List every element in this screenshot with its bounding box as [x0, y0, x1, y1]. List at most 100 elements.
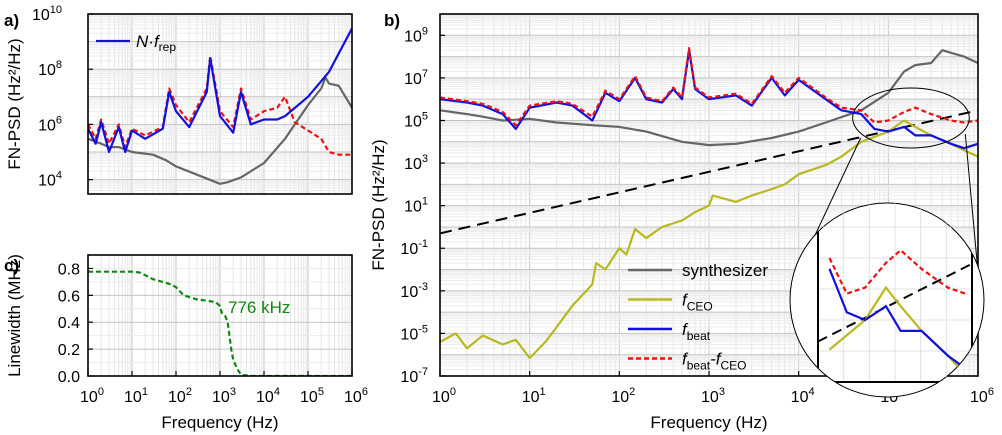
tick-label: 10-5: [400, 323, 428, 343]
panel-letter: c): [4, 256, 19, 275]
inset-reference-line: [817, 262, 973, 343]
tick-exponent: 3: [422, 153, 428, 165]
tick-label: 1010: [32, 4, 62, 24]
series-line-1-0: [440, 49, 978, 147]
tick-base: 10: [344, 389, 362, 406]
tick-label: 109: [404, 25, 428, 45]
inset-frame: [817, 203, 973, 383]
tick-base: 10: [400, 241, 418, 258]
tick-base: 10: [212, 389, 230, 406]
legend-text: f: [682, 291, 689, 310]
tick-base: 10: [522, 389, 540, 406]
tick-base: 10: [256, 389, 274, 406]
tick-base: 10: [400, 369, 418, 386]
tick-exponent: 4: [809, 386, 815, 398]
x-axis-label: Frequency (Hz): [650, 413, 767, 432]
tick-label: 0.2: [58, 342, 80, 359]
tick-base: 10: [38, 173, 56, 190]
tick-exponent: 1: [540, 386, 546, 398]
tick-base: 10: [404, 156, 422, 173]
tick-label: 102: [611, 386, 635, 406]
tick-label: 103: [212, 386, 236, 406]
tick-base: 10: [432, 389, 450, 406]
tick-base: 10: [168, 389, 186, 406]
y-axis-label: Linewidth (MHz): [5, 254, 24, 377]
tick-label: 105: [404, 110, 428, 130]
tick-label: 0.0: [58, 369, 80, 386]
tick-exponent: 3: [719, 386, 725, 398]
legend-text: f: [682, 320, 689, 339]
series-line-0-2: [88, 27, 352, 154]
tick-label: 104: [791, 386, 815, 406]
inset-series-3: [828, 248, 966, 295]
tick-exponent: 6: [988, 386, 994, 398]
inset-connector: [964, 133, 979, 273]
tick-exponent: -7: [418, 366, 428, 378]
tick-label: 107: [404, 68, 428, 88]
tick-exponent: 5: [422, 110, 428, 122]
panel-letter: a): [4, 11, 19, 30]
tick-base: 10: [400, 326, 418, 343]
series-line-1-2: [440, 49, 978, 150]
tick-exponent: 2: [629, 386, 635, 398]
tick-label: 101: [404, 196, 428, 216]
legend-label: fbeat: [682, 320, 711, 343]
tick-exponent: 8: [56, 59, 62, 71]
tick-exponent: 2: [186, 386, 192, 398]
tick-label: 0.6: [58, 288, 80, 305]
legend-subscript: CEO: [687, 300, 713, 314]
y-axis-label: FN-PSD (Hz²/Hz): [5, 38, 24, 169]
tick-base: 10: [300, 389, 318, 406]
tick-label: 103: [404, 153, 428, 173]
tick-label: 10-1: [400, 238, 428, 258]
tick-exponent: 6: [362, 386, 368, 398]
inset-plot: [817, 203, 973, 383]
tick-exponent: 9: [422, 25, 428, 37]
tick-label: 104: [38, 170, 62, 190]
tick-exponent: 7: [422, 68, 428, 80]
tick-label: 100: [80, 386, 104, 406]
tick-label: 101: [522, 386, 546, 406]
tick-label: 102: [168, 386, 192, 406]
tick-label: 106: [970, 386, 994, 406]
inset-magnifier: [789, 87, 985, 398]
series-line-0-0: [88, 76, 352, 185]
tick-base: 10: [404, 199, 422, 216]
tick-exponent: 4: [56, 170, 62, 182]
tick-label: 100: [432, 386, 456, 406]
legend-label: fCEO: [682, 291, 713, 314]
tick-label: 0.8: [58, 261, 80, 278]
legend-text: f: [682, 350, 689, 369]
x-axis-label: Frequency (Hz): [161, 413, 278, 432]
legend-text: synthesizer: [682, 261, 768, 280]
tick-base: 10: [404, 28, 422, 45]
tick-exponent: 1: [422, 196, 428, 208]
tick-label: 0.4: [58, 315, 80, 332]
legend-label: N·frep: [136, 32, 176, 54]
tick-base: 10: [32, 7, 50, 24]
series-line-1-3: [440, 46, 978, 127]
panel-letter: b): [384, 11, 400, 30]
tick-base: 10: [701, 389, 719, 406]
tick-exponent: 10: [50, 4, 62, 16]
legend-subscript: beat: [687, 359, 711, 373]
tick-base: 10: [38, 117, 56, 134]
tick-base: 10: [404, 113, 422, 130]
tick-label: 106: [38, 114, 62, 134]
tick-exponent: -1: [418, 238, 428, 250]
plot-frame: [87, 13, 353, 195]
tick-base: 10: [80, 389, 98, 406]
tick-label: 106: [344, 386, 368, 406]
tick-base: 10: [400, 284, 418, 301]
tick-base: 10: [970, 389, 988, 406]
tick-base: 10: [791, 389, 809, 406]
tick-exponent: 1: [142, 386, 148, 398]
tick-label: 105: [300, 386, 324, 406]
series-line-2-0: [88, 270, 352, 376]
tick-exponent: 4: [274, 386, 280, 398]
inset-circle: [789, 202, 985, 398]
tick-label: 108: [38, 59, 62, 79]
tick-exponent: -3: [418, 281, 428, 293]
legend-subscript: CEO: [720, 359, 746, 373]
